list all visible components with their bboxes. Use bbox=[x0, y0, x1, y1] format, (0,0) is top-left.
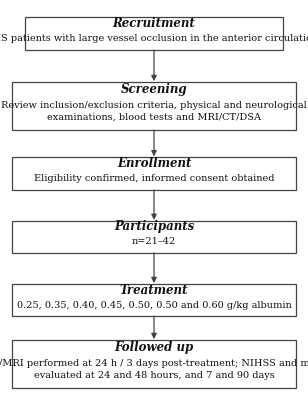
Text: Screening: Screening bbox=[121, 84, 187, 96]
Bar bbox=[12, 340, 296, 388]
Text: Enrollment: Enrollment bbox=[117, 157, 191, 170]
Text: Followed up: Followed up bbox=[114, 342, 194, 354]
Text: 0.25, 0.35, 0.40, 0.45, 0.50, 0.50 and 0.60 g/kg albumin: 0.25, 0.35, 0.40, 0.45, 0.50, 0.50 and 0… bbox=[17, 301, 291, 310]
Bar bbox=[12, 284, 296, 316]
Text: Treatment: Treatment bbox=[120, 284, 188, 296]
Bar bbox=[25, 17, 283, 50]
Bar bbox=[12, 82, 296, 130]
Text: Review inclusion/exclusion criteria, physical and neurological: Review inclusion/exclusion criteria, phy… bbox=[1, 101, 307, 110]
Text: Recruitment: Recruitment bbox=[113, 17, 195, 30]
Text: CT/MRI performed at 24 h / 3 days post-treatment; NIHSS and mRS: CT/MRI performed at 24 h / 3 days post-t… bbox=[0, 359, 308, 368]
Text: Eligibility confirmed, informed consent obtained: Eligibility confirmed, informed consent … bbox=[34, 174, 274, 183]
Text: evaluated at 24 and 48 hours, and 7 and 90 days: evaluated at 24 and 48 hours, and 7 and … bbox=[34, 371, 274, 380]
Bar bbox=[12, 157, 296, 190]
Text: Participants: Participants bbox=[114, 220, 194, 233]
Text: AIS patients with large vessel occlusion in the anterior circulation: AIS patients with large vessel occlusion… bbox=[0, 34, 308, 43]
Bar bbox=[12, 221, 296, 253]
Text: examinations, blood tests and MRI/CT/DSA: examinations, blood tests and MRI/CT/DSA bbox=[47, 113, 261, 122]
Text: n=21–42: n=21–42 bbox=[132, 238, 176, 246]
